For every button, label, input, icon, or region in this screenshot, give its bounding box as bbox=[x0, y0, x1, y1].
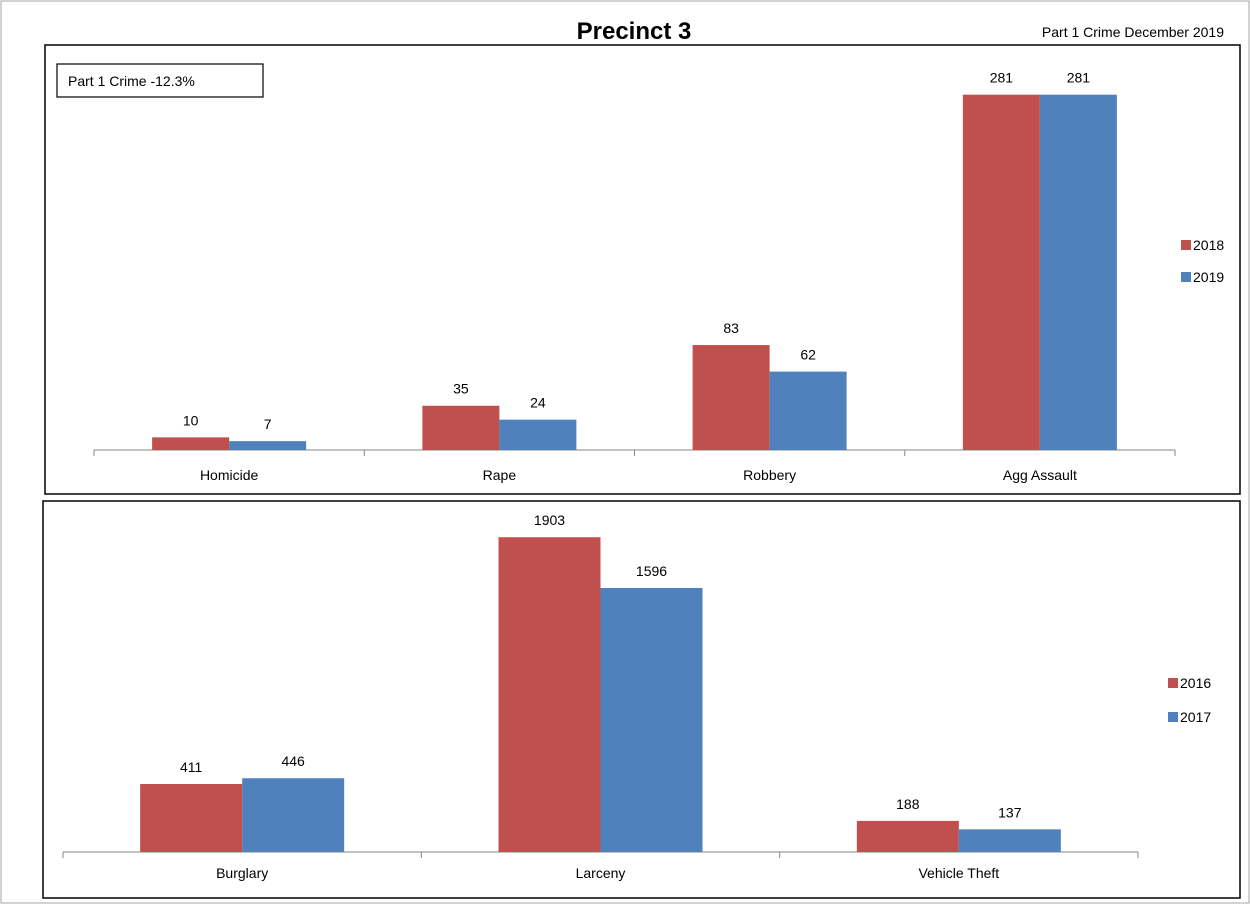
bar-2017-burglary bbox=[242, 778, 345, 852]
bar-2018-rape bbox=[422, 405, 500, 450]
bar-2019-homicide bbox=[229, 441, 307, 450]
legend-label-2017: 2017 bbox=[1180, 709, 1211, 725]
bar-2017-larceny bbox=[600, 588, 703, 852]
bar-2016-larceny bbox=[498, 537, 601, 852]
data-label: 446 bbox=[281, 753, 305, 769]
data-label: 10 bbox=[183, 412, 199, 428]
data-label: 188 bbox=[896, 796, 920, 812]
legend-swatch-2017 bbox=[1168, 712, 1178, 722]
data-label: 281 bbox=[990, 70, 1014, 86]
bar-2018-homicide bbox=[152, 437, 230, 450]
chart-1-plot: 10 7 Homicide 35 24 Rape 83 62 Robbery 281 281 Agg … bbox=[93, 70, 1224, 483]
bar-2016-vehicle-theft bbox=[856, 820, 959, 852]
category-label: Robbery bbox=[743, 467, 796, 483]
data-label: 7 bbox=[264, 416, 272, 432]
data-label: 411 bbox=[180, 759, 203, 775]
legend-swatch-2018 bbox=[1181, 240, 1191, 250]
category-label: Homicide bbox=[200, 467, 259, 483]
data-label: 1596 bbox=[636, 563, 667, 579]
category-label: Agg Assault bbox=[1003, 467, 1077, 483]
annotation-box bbox=[56, 63, 264, 98]
data-label: 35 bbox=[453, 381, 469, 397]
page-subtitle: Part 1 Crime December 2019 bbox=[1042, 24, 1224, 40]
category-label: Burglary bbox=[216, 865, 268, 881]
bar-2019-agg-assault bbox=[1039, 94, 1117, 451]
data-label: 137 bbox=[998, 804, 1022, 820]
chart-2-plot: 411 446 Burglary 1903 1596 Larceny 188 137 Vehic… bbox=[62, 512, 1211, 881]
category-label: Larceny bbox=[576, 865, 626, 881]
data-label: 24 bbox=[530, 395, 546, 411]
annotation-text: Part 1 Crime -12.3% bbox=[68, 73, 195, 89]
data-label: 62 bbox=[800, 347, 816, 363]
data-label: 281 bbox=[1067, 70, 1091, 86]
bar-2019-rape bbox=[499, 419, 577, 450]
legend-swatch-2019 bbox=[1181, 272, 1191, 282]
bar-2017-vehicle-theft bbox=[958, 829, 1061, 852]
bar-2018-agg-assault bbox=[962, 94, 1040, 451]
legend-label-2019: 2019 bbox=[1193, 269, 1224, 285]
category-label: Rape bbox=[483, 467, 517, 483]
data-label: 83 bbox=[723, 320, 739, 336]
bar-2018-robbery bbox=[692, 345, 770, 450]
bar-2016-burglary bbox=[140, 784, 243, 852]
page-title: Precinct 3 bbox=[577, 18, 692, 45]
data-label: 1903 bbox=[534, 512, 565, 528]
legend-label-2018: 2018 bbox=[1193, 237, 1224, 253]
legend-swatch-2016 bbox=[1168, 678, 1178, 688]
legend-label-2016: 2016 bbox=[1180, 675, 1211, 691]
category-label: Vehicle Theft bbox=[918, 865, 999, 881]
bar-2019-robbery bbox=[769, 371, 847, 450]
